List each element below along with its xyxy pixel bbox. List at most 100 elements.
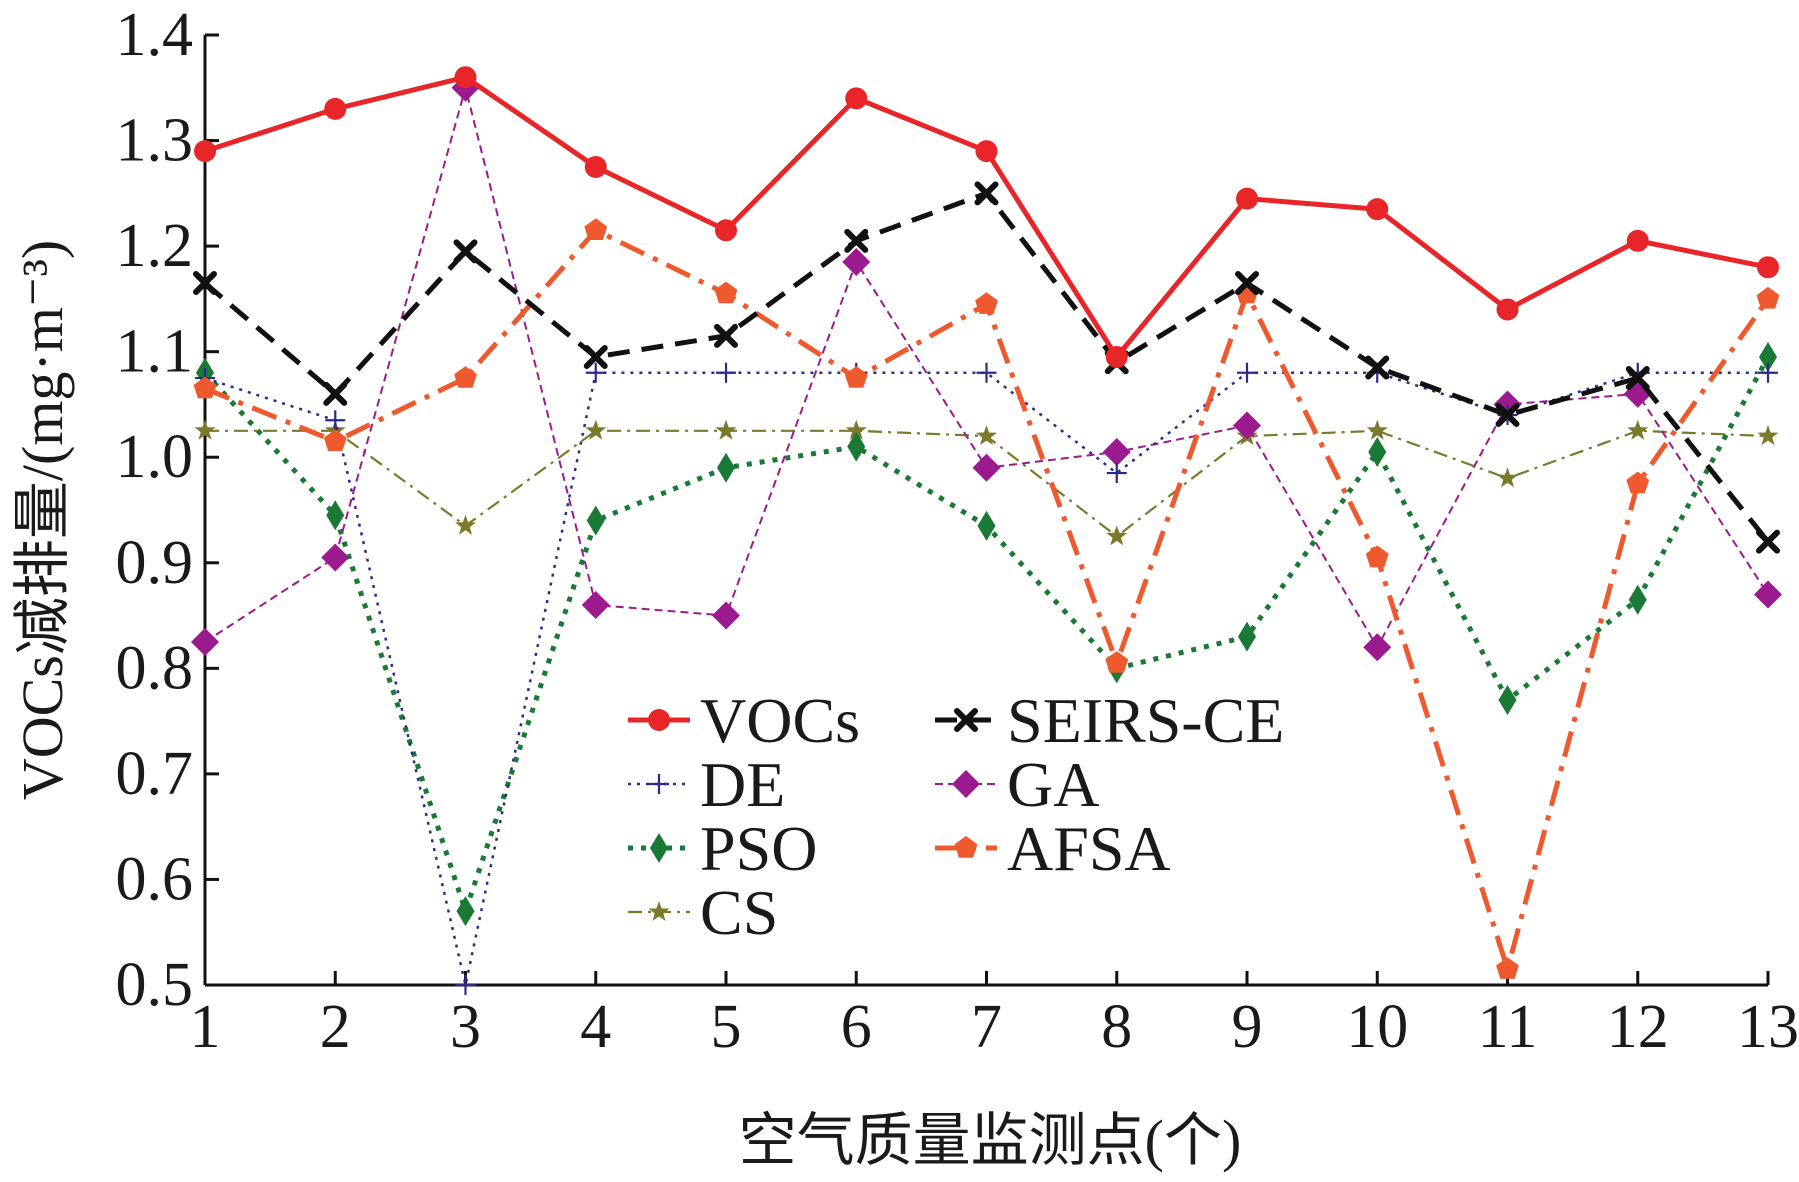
x-tick-label: 6 [841, 993, 872, 1061]
legend-label: SEIRS-CE [1007, 685, 1284, 756]
series-line-vocs [205, 77, 1768, 357]
data-point-afsa [1366, 546, 1389, 568]
legend-label: PSO [700, 813, 817, 884]
data-point-afsa [194, 377, 217, 399]
y-tick-label: 0.9 [116, 529, 194, 597]
data-point-pso [847, 432, 865, 462]
legend-swatch-marker [955, 836, 978, 858]
legend-swatch-marker [648, 709, 670, 731]
y-axis-title: VOCs减排量/(mg·m⁻³) [10, 240, 75, 800]
data-point-afsa [324, 429, 347, 451]
data-point-vocs [976, 140, 998, 162]
legend-swatch-marker [952, 770, 980, 798]
legend-item-pso: PSO [628, 813, 817, 884]
x-axis-title: 空气质量监测点(个) [739, 1108, 1242, 1173]
x-tick-label: 5 [711, 993, 742, 1061]
data-point-pso [457, 896, 475, 926]
data-point-ga [582, 591, 610, 619]
y-tick-label: 0.6 [116, 845, 194, 913]
data-point-vocs [715, 219, 737, 241]
y-tick-label: 1.0 [116, 423, 194, 491]
data-point-afsa [845, 366, 868, 388]
data-point-vocs [1236, 188, 1258, 210]
legend-label: AFSA [1007, 813, 1171, 884]
y-tick-label: 1.3 [116, 107, 194, 175]
y-tick-label: 1.4 [116, 1, 194, 69]
legend-swatch-marker [650, 833, 668, 863]
x-tick-label: 1 [190, 993, 221, 1061]
data-point-cs [1497, 467, 1518, 487]
data-point-vocs [1366, 198, 1388, 220]
data-point-afsa [975, 292, 998, 314]
y-tick-label: 0.8 [116, 634, 194, 702]
data-point-ga [712, 602, 740, 630]
data-point-ga [1754, 580, 1782, 608]
data-point-pso [587, 506, 605, 536]
legend-label: DE [700, 749, 785, 820]
data-point-de [1237, 363, 1257, 383]
data-point-vocs [845, 87, 867, 109]
y-tick-label: 1.2 [116, 212, 194, 280]
x-tick-label: 4 [580, 993, 611, 1061]
data-point-pso [717, 453, 735, 483]
y-tick-label: 0.7 [116, 740, 194, 808]
legend-item-seirs-ce: SEIRS-CE [935, 685, 1284, 756]
x-tick-label: 9 [1232, 993, 1263, 1061]
data-point-afsa [1105, 651, 1128, 673]
y-tick-label: 0.5 [116, 951, 194, 1019]
data-point-de [456, 975, 476, 995]
data-point-ga [1103, 438, 1131, 466]
data-point-pso [1499, 685, 1517, 715]
legend-item-ga: GA [935, 749, 1099, 820]
data-point-afsa [454, 366, 477, 388]
legend-item-de: DE [628, 749, 785, 820]
legend: VOCs SEIRS-CE DE GA PSO AFSA CS [628, 685, 1284, 948]
data-point-vocs [1497, 298, 1519, 320]
data-point-de [1107, 463, 1127, 483]
data-point-afsa [715, 282, 738, 304]
data-point-vocs [1627, 230, 1649, 252]
data-point-de [325, 410, 345, 430]
data-point-cs [716, 420, 737, 440]
series-vocs [194, 66, 1779, 368]
legend-label: CS [700, 877, 778, 948]
series-layer [191, 66, 1782, 995]
data-point-vocs [1757, 256, 1779, 278]
data-point-seirs-ce [1759, 533, 1777, 551]
legend-item-vocs: VOCs [628, 685, 860, 756]
data-point-seirs-ce [457, 242, 475, 260]
data-point-pso [326, 500, 344, 530]
data-point-cs [1758, 425, 1779, 445]
data-point-pso [1368, 437, 1386, 467]
data-point-cs [1627, 420, 1648, 440]
x-tick-label: 13 [1737, 993, 1799, 1061]
data-point-ga [973, 454, 1001, 482]
legend-item-afsa: AFSA [935, 813, 1171, 884]
legend-item-cs: CS [628, 877, 778, 948]
data-point-afsa [1757, 287, 1780, 309]
data-point-vocs [194, 140, 216, 162]
data-point-ga [321, 544, 349, 572]
legend-swatch-marker [649, 901, 670, 921]
series-line-afsa [205, 230, 1768, 969]
data-point-vocs [1106, 346, 1128, 368]
data-point-cs [455, 515, 476, 535]
x-tick-label: 12 [1607, 993, 1669, 1061]
x-tick-label: 10 [1346, 993, 1408, 1061]
legend-label: VOCs [700, 685, 860, 756]
data-point-vocs [585, 156, 607, 178]
data-point-seirs-ce [326, 385, 344, 403]
data-point-ga [191, 628, 219, 656]
x-tick-label: 8 [1101, 993, 1132, 1061]
data-point-cs [1106, 525, 1127, 545]
data-point-afsa [584, 218, 607, 240]
x-tick-label: 11 [1478, 993, 1538, 1061]
data-point-de [716, 363, 736, 383]
x-tick-label: 3 [450, 993, 481, 1061]
data-point-ga [1363, 633, 1391, 661]
data-point-de [977, 363, 997, 383]
series-afsa [194, 218, 1780, 979]
legend-label: GA [1007, 749, 1099, 820]
y-tick-label: 1.1 [116, 318, 194, 386]
